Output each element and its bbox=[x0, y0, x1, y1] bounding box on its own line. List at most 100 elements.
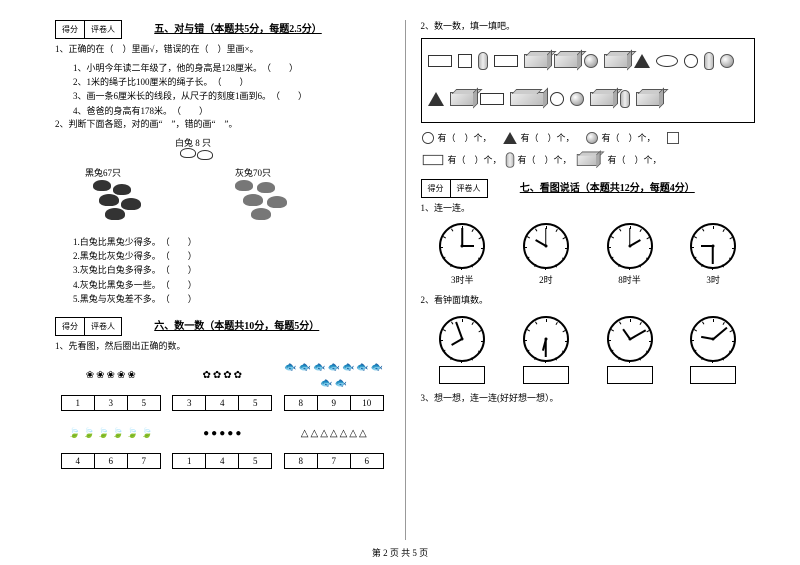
count-group: 🐟🐟🐟🐟🐟🐟🐟🐟🐟8910 bbox=[284, 361, 384, 411]
count-icon: 🐟 bbox=[356, 363, 368, 373]
clocks-row-2 bbox=[421, 316, 756, 384]
answer-box bbox=[439, 366, 485, 384]
hour-hand bbox=[629, 239, 640, 247]
count-icon: △ bbox=[320, 429, 328, 439]
count-icon: ❀ bbox=[86, 371, 94, 381]
count-icon: ✿ bbox=[234, 371, 242, 381]
count-icon: ❀ bbox=[117, 371, 125, 381]
minute-hand bbox=[629, 329, 645, 339]
cylinder-icon bbox=[704, 52, 714, 70]
count-icon: △ bbox=[359, 429, 367, 439]
triangle-icon bbox=[503, 132, 517, 144]
worksheet-page: 得分 评卷人 五、对与错（本题共5分，每题2.5分） 1、正确的在（ ）里画√，… bbox=[0, 0, 800, 540]
count-icon: ● bbox=[227, 429, 233, 439]
left-column: 得分 评卷人 五、对与错（本题共5分，每题2.5分） 1、正确的在（ ）里画√，… bbox=[40, 20, 406, 540]
minute-hand bbox=[462, 228, 464, 246]
section-6-title: 六、数一数（本题共10分，每题5分） bbox=[154, 317, 319, 332]
clock-item bbox=[607, 316, 653, 384]
number-boxes: 345 bbox=[172, 395, 272, 411]
count-group: ●●●●●145 bbox=[172, 419, 272, 469]
count-icon: 🐟 bbox=[320, 379, 332, 389]
s7-q2: 2、看钟面填数。 bbox=[421, 294, 756, 308]
count-icon: ❀ bbox=[127, 371, 135, 381]
hour-hand bbox=[462, 245, 474, 247]
rect-icon bbox=[428, 55, 452, 67]
clock-item: 3时半 bbox=[439, 223, 485, 286]
clock-label: 8时半 bbox=[607, 273, 653, 286]
s5-q2-1: 1.白兔比黑兔少得多。（ ） bbox=[73, 235, 390, 249]
rect-icon bbox=[480, 93, 504, 105]
count-icon: 🍃 bbox=[97, 429, 109, 439]
count-group: ❀❀❀❀❀135 bbox=[61, 361, 161, 411]
s5-q2-5: 5.黑兔与灰兔差不多。（ ） bbox=[73, 292, 390, 306]
oval-icon bbox=[656, 55, 678, 67]
answer-box bbox=[607, 366, 653, 384]
minute-hand bbox=[629, 228, 631, 246]
grader-label: 评卷人 bbox=[85, 21, 121, 38]
count-icon: △ bbox=[301, 429, 309, 439]
triangle-icon bbox=[634, 54, 650, 68]
number-boxes: 467 bbox=[61, 453, 161, 469]
answer-box bbox=[690, 366, 736, 384]
answer-box bbox=[523, 366, 569, 384]
count-icon: 🍃 bbox=[112, 429, 124, 439]
clock-face bbox=[439, 316, 485, 362]
cuboid-icon bbox=[524, 54, 548, 68]
clock-item bbox=[690, 316, 736, 384]
cuboid-icon bbox=[604, 54, 628, 68]
s5-q2-4: 4.灰兔比黑兔多一些。（ ） bbox=[73, 278, 390, 292]
count-icon: ● bbox=[235, 429, 241, 439]
count-icon: ✿ bbox=[202, 371, 210, 381]
cylinder-icon bbox=[505, 152, 514, 167]
count-icon: 🍃 bbox=[68, 429, 80, 439]
count-icon: ❀ bbox=[96, 371, 104, 381]
s5-q1-3: 3、画一条6厘米长的线段，从尺子的刻度1画到6。（ ） bbox=[73, 89, 390, 103]
cuboid-icon bbox=[576, 154, 596, 166]
s5-q1: 1、正确的在（ ）里画√，错误的在（ ）里画×。 bbox=[55, 43, 390, 57]
clock-face bbox=[607, 223, 653, 269]
count-icon: ● bbox=[219, 429, 225, 439]
section-5-title: 五、对与错（本题共5分，每题2.5分） bbox=[154, 20, 322, 35]
clock-label: 2时 bbox=[523, 273, 569, 286]
count-icon: △ bbox=[349, 429, 357, 439]
s5-q1-4: 4、爸爸的身高有178米。（ ） bbox=[73, 104, 390, 118]
square-icon bbox=[667, 132, 679, 144]
cylinder-icon bbox=[620, 90, 630, 108]
score-box-6: 得分 评卷人 bbox=[55, 317, 122, 336]
shapes-box bbox=[421, 38, 756, 123]
s5-q1-1: 1、小明今年读二年级了，他的身高是128厘米。（ ） bbox=[73, 61, 390, 75]
clock-face bbox=[690, 223, 736, 269]
s5-q2: 2、判断下面各题，对的画“ ”，错的画“ ”。 bbox=[55, 118, 390, 132]
clock-item bbox=[439, 316, 485, 384]
rect-icon bbox=[422, 154, 442, 164]
number-boxes: 8910 bbox=[284, 395, 384, 411]
circle-icon bbox=[422, 132, 434, 144]
count-icon: 🐟 bbox=[313, 363, 325, 373]
count-icon: 🐟 bbox=[371, 363, 383, 373]
sphere-icon bbox=[570, 92, 584, 106]
cylinder-icon bbox=[478, 52, 488, 70]
s5-q2-2: 2.黑兔比灰兔少得多。（ ） bbox=[73, 249, 390, 263]
black-rabbit-label: 黑兔67只 bbox=[85, 166, 121, 179]
section-7-title: 七、看图说话（本题共12分，每题4分） bbox=[520, 179, 695, 194]
clock-label: 3时 bbox=[690, 273, 736, 286]
count-group: 🍃🍃🍃🍃🍃🍃467 bbox=[61, 419, 161, 469]
count-icon: ● bbox=[203, 429, 209, 439]
clock-face bbox=[607, 316, 653, 362]
right-column: 2、数一数，填一填吧。 有（ ）个， bbox=[406, 20, 771, 540]
counting-area: ❀❀❀❀❀135✿✿✿✿345🐟🐟🐟🐟🐟🐟🐟🐟🐟8910🍃🍃🍃🍃🍃🍃467●●●… bbox=[55, 361, 390, 469]
count-icon: 🐟 bbox=[284, 363, 296, 373]
s5-q1-2: 2、1米的绳子比100厘米的绳子长。（ ） bbox=[73, 75, 390, 89]
gray-rabbit-label: 灰兔70只 bbox=[235, 166, 271, 179]
sphere-icon bbox=[586, 132, 598, 144]
clock-item: 2时 bbox=[523, 223, 569, 286]
clock-face bbox=[523, 316, 569, 362]
clock-face bbox=[523, 223, 569, 269]
page-footer: 第 2 页 共 5 页 bbox=[0, 540, 800, 559]
cuboid-icon bbox=[590, 92, 614, 106]
cuboid-icon bbox=[636, 92, 660, 106]
minute-hand bbox=[712, 246, 714, 264]
count-icon: 🐟 bbox=[335, 379, 347, 389]
count-icon: 🍃 bbox=[141, 429, 153, 439]
clock-item: 3时 bbox=[690, 223, 736, 286]
